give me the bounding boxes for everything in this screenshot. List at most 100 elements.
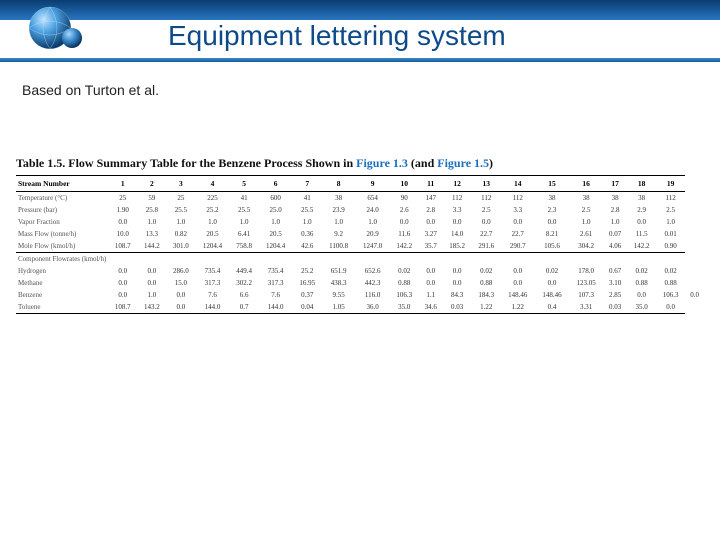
table-cell: 38 (603, 192, 627, 205)
table-cell: 2.5 (656, 204, 685, 216)
table-cell: 0.0 (419, 216, 443, 228)
table-cell: 0.67 (603, 265, 627, 277)
figure-ref-1: Figure 1.3 (356, 156, 408, 170)
table-cell: 84.3 (443, 289, 472, 301)
table-cell: 600 (259, 192, 293, 205)
table-cell: 0.0 (108, 265, 137, 277)
table-cell: 0.0 (443, 265, 472, 277)
table-cell: 0.0 (535, 277, 569, 289)
table-cell (293, 253, 322, 266)
table-cell: 185.2 (443, 240, 472, 253)
globe-icon (28, 4, 84, 60)
table-cell: 112 (472, 192, 501, 205)
table-cell: 2.61 (569, 228, 603, 240)
table-cell: 3.3 (443, 204, 472, 216)
table-cell: 0.0 (108, 216, 137, 228)
table-cell: 0.0 (137, 265, 166, 277)
table-cell: 38 (322, 192, 356, 205)
table-cell: 20.5 (195, 228, 229, 240)
table-cell: 184.3 (472, 289, 501, 301)
table-cell: 0.0 (166, 301, 195, 314)
table-row: Mole Flow (kmol/h)108.7144.2301.01204.47… (16, 240, 704, 253)
col-header: 4 (195, 176, 229, 192)
col-header: 6 (259, 176, 293, 192)
table-cell: 3.3 (501, 204, 535, 216)
table-row: Methane0.00.015.0317.3302.2317.316.95438… (16, 277, 704, 289)
row-label: Hydrogen (16, 265, 108, 277)
table-cell: 11.6 (390, 228, 419, 240)
table-cell: 143.2 (137, 301, 166, 314)
table-cell: 36.0 (356, 301, 390, 314)
flow-summary-table: Stream Number123456789101112131415161718… (16, 175, 704, 314)
table-cell (472, 253, 501, 266)
table-cell: 0.02 (390, 265, 419, 277)
table-cell: 0.88 (656, 277, 685, 289)
table-cell (230, 253, 259, 266)
table-cell: 1.0 (259, 216, 293, 228)
table-cell (356, 253, 390, 266)
table-cell: 1100.8 (322, 240, 356, 253)
row-label: Pressure (bar) (16, 204, 108, 216)
table-cell: 112 (501, 192, 535, 205)
table-cell: 0.4 (535, 301, 569, 314)
table-cell: 144.2 (137, 240, 166, 253)
table-cell: 301.0 (166, 240, 195, 253)
table-cell: 651.9 (322, 265, 356, 277)
table-cell: 0.7 (230, 301, 259, 314)
table-cell: 6.41 (230, 228, 259, 240)
table-cell (166, 253, 195, 266)
table-row: Vapor Fraction0.01.01.01.01.01.01.01.01.… (16, 216, 704, 228)
table-cell: 148.46 (535, 289, 569, 301)
table-cell: 1.0 (166, 216, 195, 228)
table-cell: 22.7 (472, 228, 501, 240)
table-cell: 10.0 (108, 228, 137, 240)
col-header: 8 (322, 176, 356, 192)
table-cell: 2.85 (603, 289, 627, 301)
table-cell (501, 253, 535, 266)
col-header: 19 (656, 176, 685, 192)
table-cell: 652.6 (356, 265, 390, 277)
table-cell: 0.88 (627, 277, 656, 289)
table-cell: 38 (627, 192, 656, 205)
table-cell: 20.5 (259, 228, 293, 240)
table-cell: 112 (443, 192, 472, 205)
table-cell: 25.8 (137, 204, 166, 216)
table-cell: 0.88 (472, 277, 501, 289)
table-cell: 2.8 (419, 204, 443, 216)
table-cell: 13.3 (137, 228, 166, 240)
table-cell: 2.3 (535, 204, 569, 216)
table-cell: 1.22 (472, 301, 501, 314)
table-cell: 290.7 (501, 240, 535, 253)
col-header: 17 (603, 176, 627, 192)
table-cell: 438.3 (322, 277, 356, 289)
table-cell: 291.6 (472, 240, 501, 253)
table-cell: 1.0 (603, 216, 627, 228)
col-header: 9 (356, 176, 390, 192)
row-label: Mass Flow (tonne/h) (16, 228, 108, 240)
table-body: Temperature (°C)255925225416004138654901… (16, 192, 704, 314)
table-cell: 0.02 (472, 265, 501, 277)
table-cell: 0.0 (501, 265, 535, 277)
table-cell: 25 (108, 192, 137, 205)
table-cell: 0.0 (108, 289, 137, 301)
table-cell: 41 (230, 192, 259, 205)
table-cell: 0.03 (443, 301, 472, 314)
table-cell: 0.0 (685, 289, 704, 301)
table-cell: 107.3 (569, 289, 603, 301)
table-cell: 1.90 (108, 204, 137, 216)
table-cell: 1.0 (356, 216, 390, 228)
table-cell (259, 253, 293, 266)
table-cell: 7.6 (195, 289, 229, 301)
table-cell: 112 (656, 192, 685, 205)
table-cell: 286.0 (166, 265, 195, 277)
table-cell: 0.36 (293, 228, 322, 240)
table-row: Toluene108.7143.20.0144.00.7144.00.041.0… (16, 301, 704, 314)
table-cell: 23.9 (322, 204, 356, 216)
table-cell: 442.3 (356, 277, 390, 289)
table-cell: 0.88 (390, 277, 419, 289)
col-header: 5 (230, 176, 259, 192)
table-cell: 148.46 (501, 289, 535, 301)
table-cell: 1204.4 (259, 240, 293, 253)
table-cell: 9.2 (322, 228, 356, 240)
col-header: 15 (535, 176, 569, 192)
